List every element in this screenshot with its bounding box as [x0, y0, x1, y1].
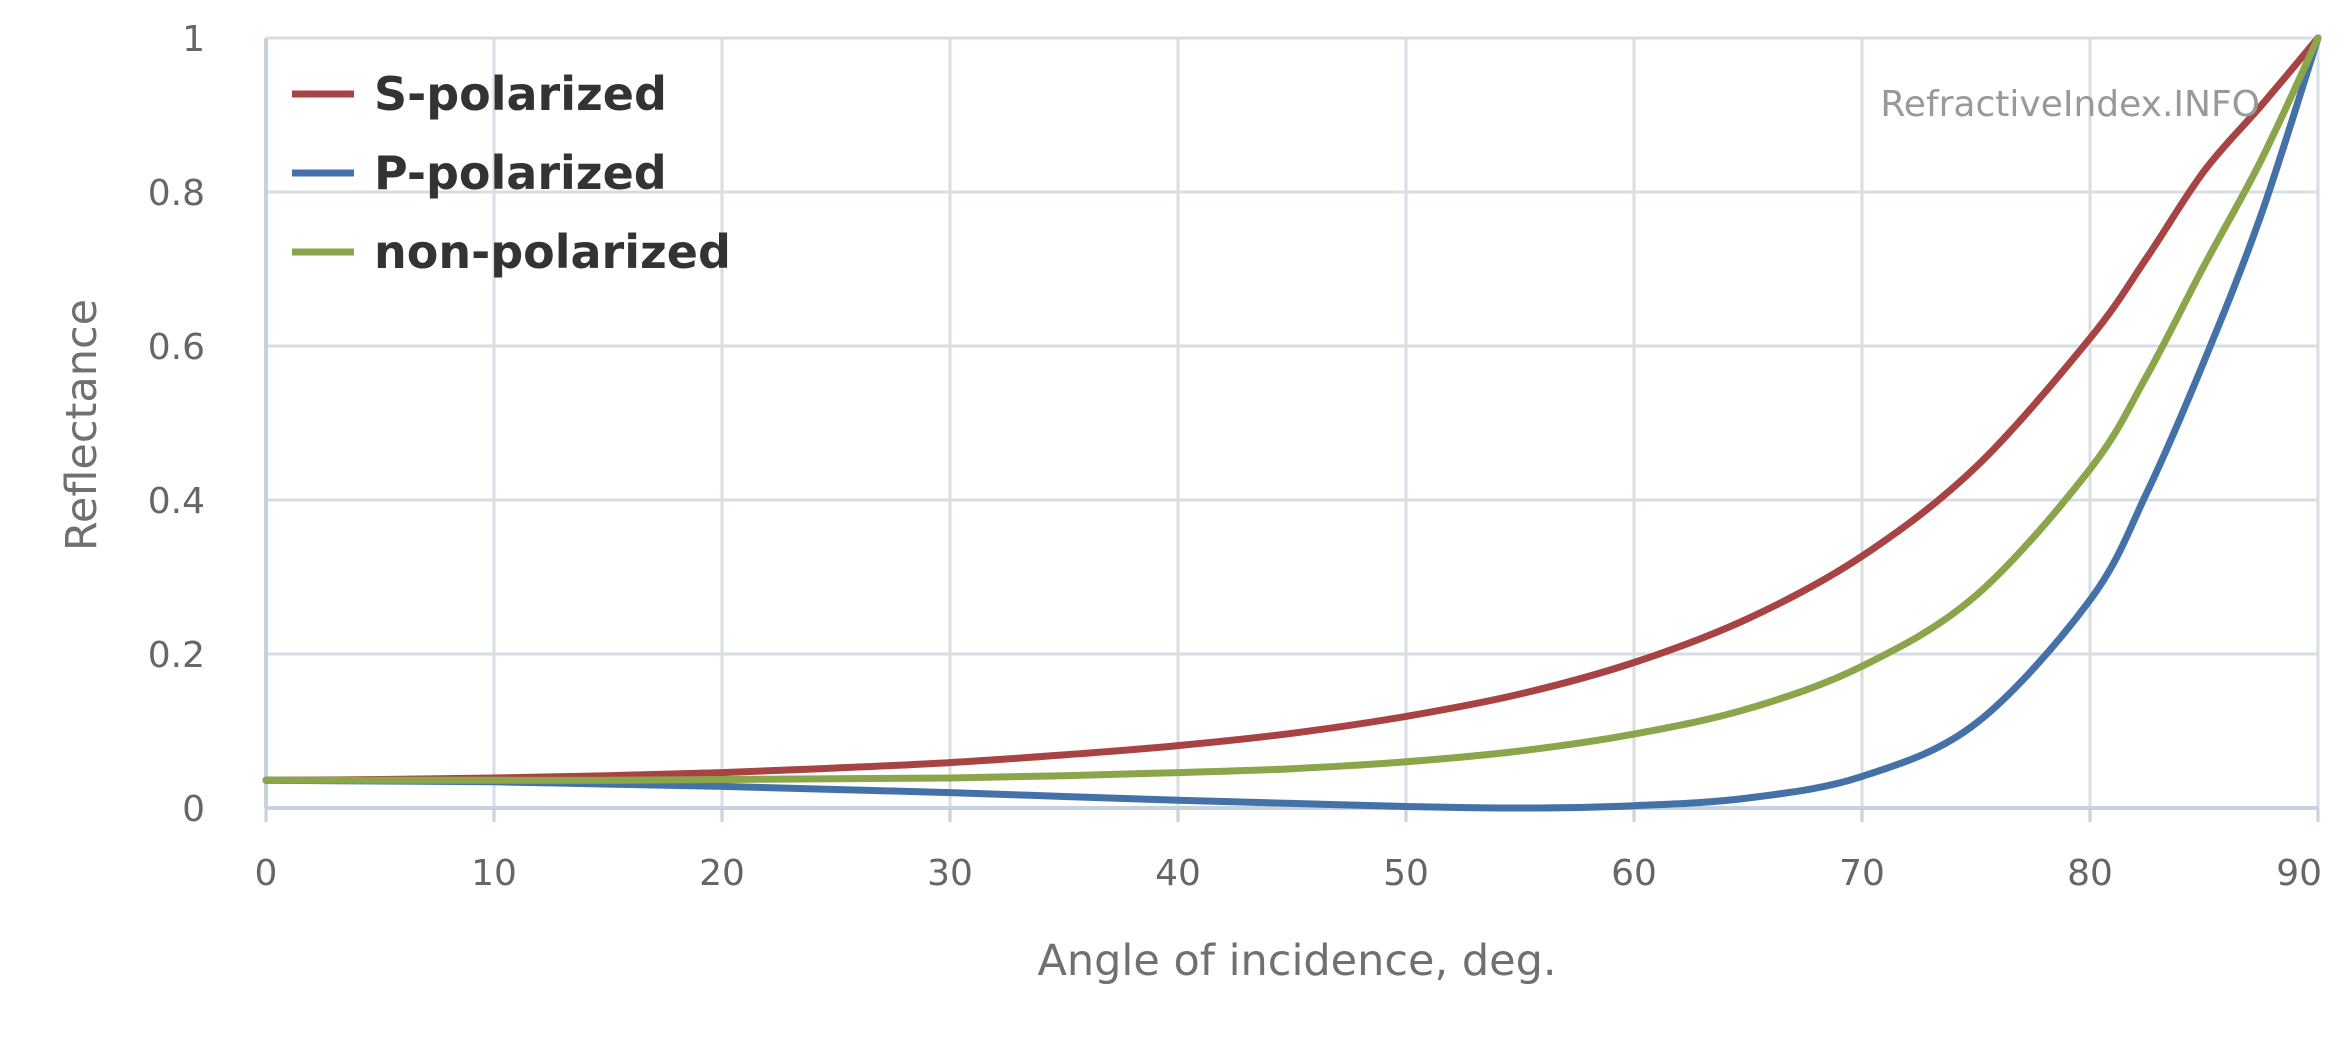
x-tick-label: 90	[2276, 853, 2322, 894]
legend-label: P-polarized	[374, 146, 667, 200]
watermark-text: RefractiveIndex.INFO	[1880, 84, 2260, 125]
x-tick-label: 30	[927, 853, 973, 894]
tick-labels: 0 10 20 30 40 50 60 70 80 90 0 0.2 0.4 0.6 0.8 1	[148, 19, 2322, 894]
y-tick-label: 0.2	[148, 635, 205, 676]
x-tick-label: 40	[1155, 853, 1201, 894]
x-tick-label: 10	[471, 853, 517, 894]
legend-item-p-polarized[interactable]: P-polarized	[292, 146, 667, 200]
legend-label: non-polarized	[374, 225, 731, 279]
legend[interactable]: S-polarized P-polarized non-polarized	[292, 67, 731, 279]
x-axis-title: Angle of incidence, deg.	[1037, 936, 1556, 986]
y-axis-title: Reflectance	[57, 299, 107, 551]
x-tick-label: 80	[2067, 853, 2113, 894]
legend-item-non-polarized[interactable]: non-polarized	[292, 225, 731, 279]
y-tick-label: 0.8	[148, 173, 205, 214]
series-layer	[262, 34, 2322, 812]
x-tick-label: 50	[1383, 853, 1429, 894]
x-tick-label: 20	[699, 853, 745, 894]
x-tick-label: 70	[1839, 853, 1885, 894]
series-line-non-polarized[interactable]	[262, 34, 2322, 784]
x-tick-label: 60	[1611, 853, 1657, 894]
series-line-p-polarized[interactable]	[262, 34, 2322, 812]
y-tick-label: 0.6	[148, 327, 205, 368]
axes-layer	[264, 38, 2320, 822]
legend-item-s-polarized[interactable]: S-polarized	[292, 67, 667, 121]
y-tick-label: 0.4	[148, 481, 205, 522]
series-line-s-polarized[interactable]	[262, 34, 2322, 784]
y-tick-label: 0	[182, 789, 205, 830]
x-tick-label: 0	[255, 853, 278, 894]
legend-label: S-polarized	[374, 67, 667, 121]
y-tick-label: 1	[182, 19, 205, 60]
